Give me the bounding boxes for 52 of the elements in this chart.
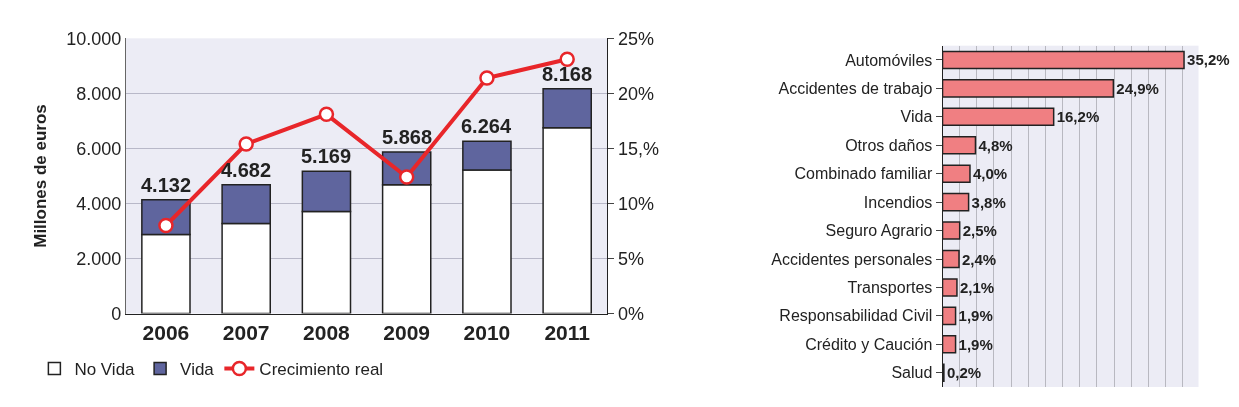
y-tick-label: Combinado familiar [794, 165, 933, 183]
data-label: 1,9% [958, 335, 993, 353]
y-tick-label: Responsabilidad Civil [779, 307, 933, 325]
x-tick-label: 2011 [544, 320, 591, 344]
y2-tick-label: 10% [617, 193, 654, 214]
y-tick-label: Seguro Agrario [825, 222, 933, 240]
y-tick-label: Otros daños [845, 136, 933, 154]
data-label: 16,2% [1056, 108, 1100, 126]
y-tick-label: 2.000 [76, 248, 122, 269]
y-tick-label: 4.000 [76, 193, 122, 214]
y2-tick-label: 25% [617, 28, 654, 49]
y-tick-label: 0 [111, 303, 122, 324]
y-tick-label: Crédito y Caución [805, 335, 933, 353]
data-label: 0,2% [946, 364, 982, 382]
y-tick-label: 8.000 [76, 83, 122, 104]
y-tick-label: Incendios [863, 193, 933, 211]
total-label: 5.169 [301, 145, 352, 167]
y-tick-label: Accidentes personales [771, 250, 933, 268]
data-label: 4,0% [972, 165, 1008, 183]
y-tick-label: Accidentes de trabajo [778, 79, 933, 97]
data-label: 35,2% [1187, 51, 1230, 69]
x-tick-label: 2007 [222, 320, 270, 344]
y-tick-label: Transportes [847, 279, 933, 297]
legend-label: Vida [180, 360, 215, 380]
total-label: 4.682 [221, 159, 272, 181]
x-tick-label: 2008 [303, 320, 351, 344]
total-label: 8.168 [542, 63, 593, 85]
data-label: 2,4% [962, 250, 997, 268]
y-tick-label: Salud [891, 364, 933, 382]
data-label: 1,9% [958, 307, 993, 325]
data-label: 4,8% [978, 136, 1013, 154]
data-label: 2,5% [962, 222, 997, 240]
y-tick-label: 10.000 [66, 28, 122, 49]
total-label: 4.132 [141, 174, 192, 196]
y-axis-title: Millones de euros [30, 104, 50, 248]
y-tick-label: 6.000 [76, 138, 122, 159]
total-label: 6.264 [461, 115, 512, 137]
x-tick-label: 2009 [383, 320, 431, 344]
x-tick-label: 2010 [463, 320, 511, 344]
data-label: 2,1% [959, 278, 995, 296]
total-label: 5.868 [382, 126, 433, 148]
y-tick-label: Vida [900, 108, 933, 126]
legend-label: No Vida [74, 360, 136, 380]
y2-tick-label: 5% [617, 248, 644, 269]
data-label: 24,9% [1116, 79, 1159, 97]
y-tick-label: Automóviles [845, 51, 933, 69]
legend-label: Crecimiento real [259, 360, 384, 380]
y2-tick-label: 20% [617, 83, 654, 104]
y2-tick-label: 0% [617, 303, 644, 324]
x-tick-label: 2006 [142, 320, 190, 344]
data-label: 3,8% [971, 193, 1006, 211]
y2-tick-label: 15,% [617, 138, 659, 159]
